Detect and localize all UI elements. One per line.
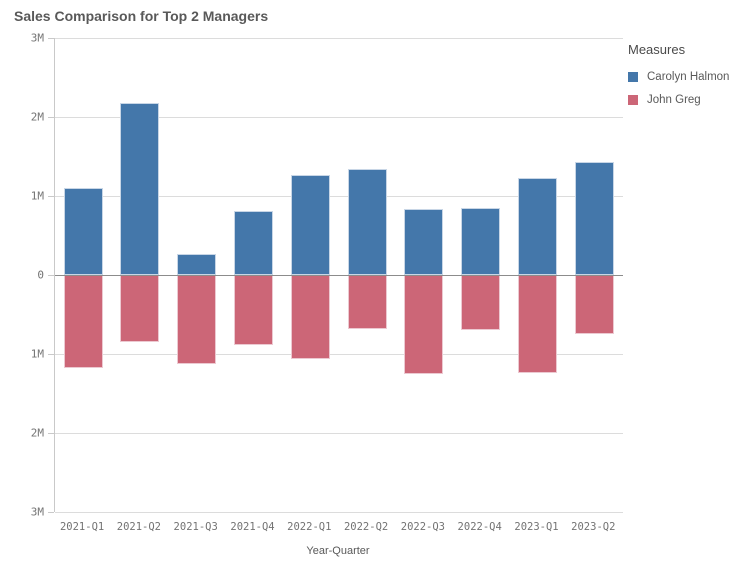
y-axis-label: 1M — [30, 347, 44, 361]
gridline — [55, 511, 623, 513]
bar-john-greg-2023-Q2[interactable] — [574, 275, 614, 335]
y-axis-tick — [48, 353, 54, 355]
bar-john-greg-2022-Q2[interactable] — [347, 275, 387, 329]
bar-john-greg-2022-Q4[interactable] — [461, 275, 501, 331]
y-axis-tick — [48, 511, 54, 513]
x-axis-label-2021-Q3: 2021-Q3 — [173, 521, 218, 533]
y-axis-tick — [48, 432, 54, 434]
chart-title: Sales Comparison for Top 2 Managers — [14, 8, 269, 24]
legend-title: Measures — [628, 42, 686, 57]
plot-area — [54, 37, 623, 513]
x-axis-label-2022-Q2: 2022-Q2 — [343, 521, 389, 533]
bar-carolyn-halmon-2022-Q3[interactable] — [404, 208, 444, 275]
y-axis-tick — [48, 116, 54, 118]
x-axis-label-2021-Q4: 2021-Q4 — [230, 521, 275, 533]
x-axis-label-2021-Q2: 2021-Q2 — [116, 521, 162, 533]
bar-carolyn-halmon-2021-Q1[interactable] — [63, 188, 103, 275]
x-axis-label-2022-Q4: 2022-Q4 — [457, 521, 502, 533]
bar-john-greg-2021-Q4[interactable] — [234, 275, 273, 346]
bar-carolyn-halmon-2021-Q4[interactable] — [234, 211, 273, 275]
x-axis-label-2022-Q1: 2022-Q1 — [287, 521, 332, 533]
y-axis-tick — [48, 195, 54, 197]
bar-carolyn-halmon-2022-Q1[interactable] — [290, 174, 330, 275]
bar-carolyn-halmon-2021-Q3[interactable] — [177, 254, 217, 275]
x-axis-label-2022-Q3: 2022-Q3 — [400, 521, 446, 533]
gridline — [55, 432, 623, 434]
y-axis-tick — [48, 274, 54, 276]
legend-swatch-red-icon — [628, 95, 638, 105]
bar-john-greg-2021-Q1[interactable] — [63, 275, 103, 369]
legend-swatch-blue-icon — [628, 72, 638, 82]
x-axis-label-2023-Q2: 2023-Q2 — [571, 521, 616, 533]
bar-carolyn-halmon-2022-Q4[interactable] — [461, 207, 501, 275]
gridline — [55, 353, 623, 355]
legend-item-label: Carolyn Halmon — [647, 71, 730, 83]
y-axis-tick — [48, 37, 54, 39]
y-axis-label: 1M — [30, 189, 44, 203]
bar-carolyn-halmon-2023-Q2[interactable] — [574, 162, 614, 275]
legend-item-label: John Greg — [647, 94, 701, 106]
y-axis-label: 3M — [30, 505, 44, 519]
gridline — [55, 195, 623, 197]
bar-john-greg-2021-Q3[interactable] — [177, 275, 217, 365]
gridline — [55, 116, 623, 118]
x-axis-label-2023-Q1: 2023-Q1 — [514, 521, 559, 533]
y-axis-label: 2M — [30, 426, 44, 440]
y-axis-label: 3M — [30, 31, 44, 45]
legend-item-john-greg[interactable]: John Greg — [628, 94, 729, 106]
bar-john-greg-2022-Q1[interactable] — [290, 275, 330, 359]
legend-item-carolyn-halmon[interactable]: Carolyn Halmon — [628, 71, 729, 83]
x-axis-title: Year-Quarter — [306, 545, 370, 557]
y-axis-label: 0 — [37, 268, 44, 282]
bar-john-greg-2021-Q2[interactable] — [120, 275, 160, 343]
bar-john-greg-2022-Q3[interactable] — [404, 275, 444, 374]
legend: Measures Carolyn Halmon John Greg — [628, 42, 729, 117]
x-axis-label-2021-Q1: 2021-Q1 — [59, 521, 105, 533]
gridline — [55, 37, 623, 39]
bar-carolyn-halmon-2022-Q2[interactable] — [347, 169, 387, 275]
bar-john-greg-2023-Q1[interactable] — [518, 275, 557, 373]
bar-carolyn-halmon-2021-Q2[interactable] — [120, 102, 160, 275]
bar-carolyn-halmon-2023-Q1[interactable] — [518, 177, 557, 275]
y-axis-label: 2M — [30, 110, 44, 124]
zero-line — [55, 274, 623, 276]
